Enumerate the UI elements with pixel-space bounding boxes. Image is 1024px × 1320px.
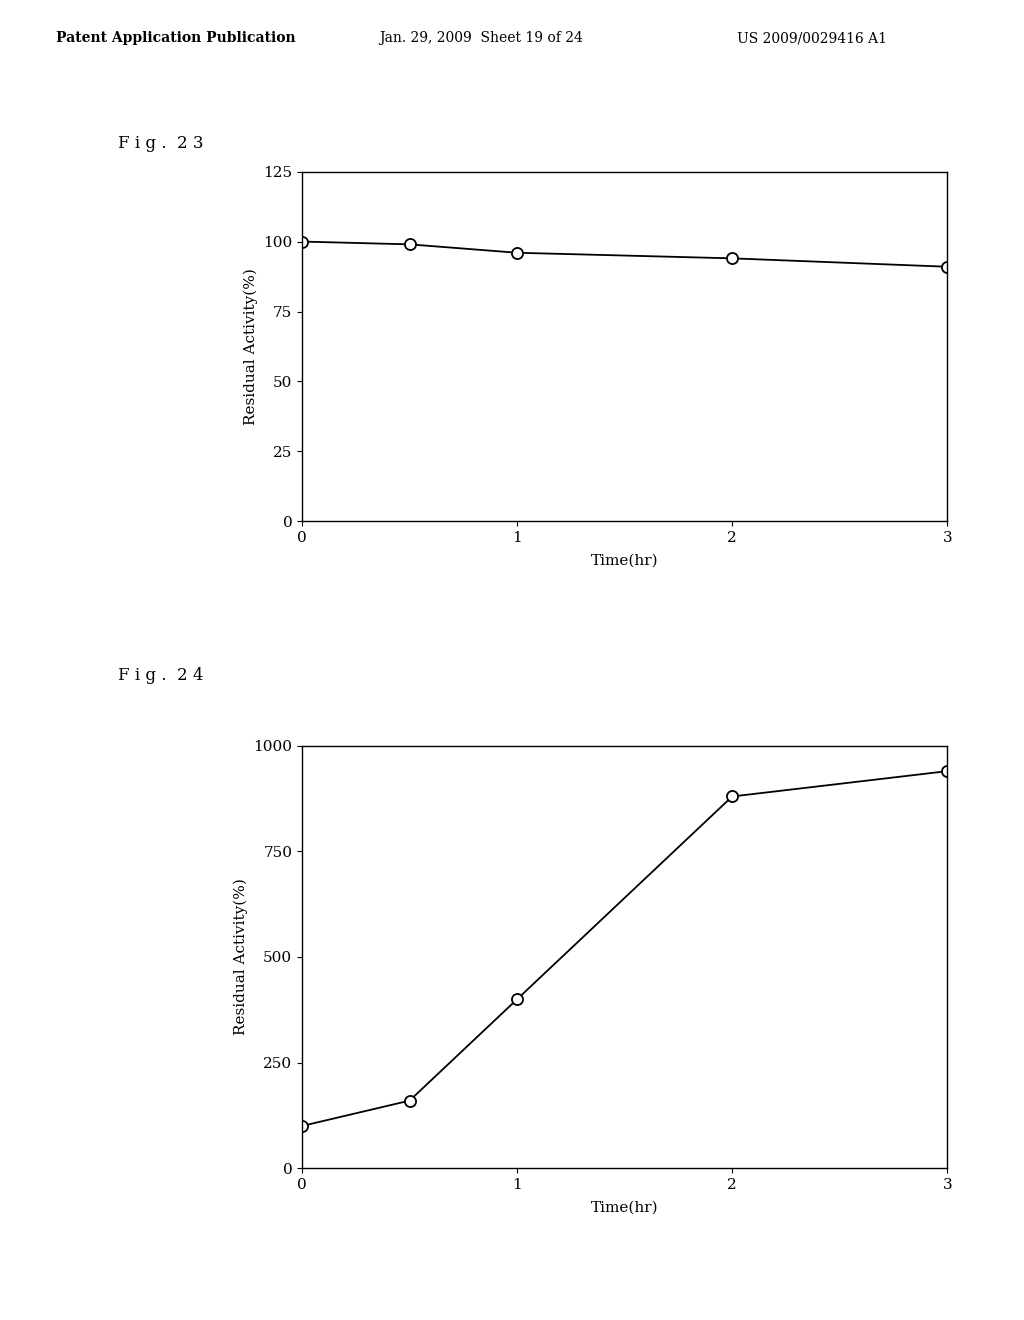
Text: Patent Application Publication: Patent Application Publication — [56, 32, 296, 45]
X-axis label: Time(hr): Time(hr) — [591, 1200, 658, 1214]
X-axis label: Time(hr): Time(hr) — [591, 553, 658, 568]
Text: Jan. 29, 2009  Sheet 19 of 24: Jan. 29, 2009 Sheet 19 of 24 — [379, 32, 583, 45]
Y-axis label: Residual Activity(%): Residual Activity(%) — [243, 268, 258, 425]
Y-axis label: Residual Activity(%): Residual Activity(%) — [233, 879, 248, 1035]
Text: US 2009/0029416 A1: US 2009/0029416 A1 — [737, 32, 887, 45]
Text: F i g .  2 3: F i g . 2 3 — [118, 135, 203, 152]
Text: F i g .  2 4: F i g . 2 4 — [118, 667, 203, 684]
